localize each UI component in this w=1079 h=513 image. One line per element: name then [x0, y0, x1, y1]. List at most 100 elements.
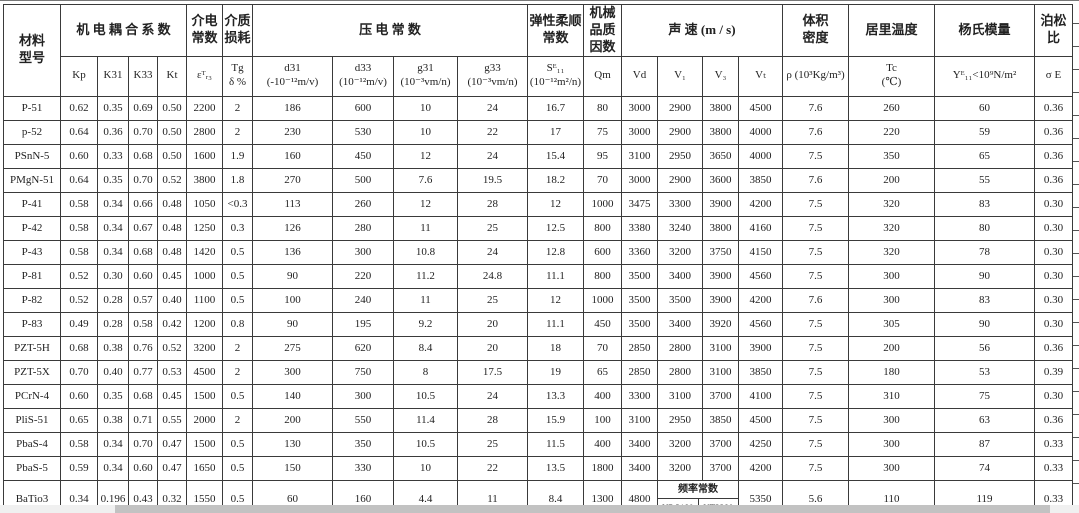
material-properties-table: 材料 型号机 电 耦 合 系 数介电 常数 介质 损耗压 电 常 数弹性柔顺 常数…: [3, 4, 1073, 513]
value-cell: 3900: [702, 287, 739, 313]
value-cell: 7.5: [782, 311, 849, 337]
value-cell: 0.36: [1034, 143, 1073, 169]
material-name-cell: PMgN-51: [3, 167, 61, 193]
value-cell: 11.2: [393, 263, 458, 289]
value-cell: 0.34: [97, 191, 129, 217]
horizontal-scrollbar[interactable]: [0, 505, 1079, 513]
value-cell: 55: [934, 167, 1035, 193]
value-cell: 3800: [702, 215, 739, 241]
table-row: p-52 0.64 0.36 0.70 0.50 2800 2 230 530 10 22 17 75 3…: [3, 119, 1073, 145]
value-cell: 10.5: [393, 383, 458, 409]
value-cell: 0.70: [128, 167, 158, 193]
value-cell: 12.8: [527, 239, 584, 265]
column-header: σ E: [1034, 55, 1073, 97]
value-cell: 3400: [621, 431, 658, 457]
table-header: 材料 型号机 电 耦 合 系 数介电 常数 介质 损耗压 电 常 数弹性柔顺 常数…: [3, 4, 1073, 97]
value-cell: 78: [934, 239, 1035, 265]
value-cell: 320: [848, 191, 935, 217]
value-cell: 24.8: [457, 263, 528, 289]
column-group-header: 体积 密度: [782, 4, 849, 57]
value-cell: 0.70: [60, 359, 98, 385]
value-cell: 7.5: [782, 455, 849, 481]
value-cell: 11.5: [527, 431, 584, 457]
value-cell: 1420: [186, 239, 223, 265]
value-cell: 0.60: [128, 455, 158, 481]
value-cell: 450: [583, 311, 622, 337]
value-cell: 450: [332, 143, 394, 169]
value-cell: 3500: [621, 263, 658, 289]
value-cell: 600: [332, 95, 394, 121]
value-cell: 3100: [621, 407, 658, 433]
value-cell: 70: [583, 335, 622, 361]
value-cell: 90: [252, 311, 333, 337]
value-cell: 2: [222, 95, 253, 121]
table-row: P-43 0.58 0.34 0.68 0.48 1420 0.5 136 300 10.8 24 1…: [3, 239, 1073, 265]
material-name-cell: PliS-51: [3, 407, 61, 433]
value-cell: 220: [332, 263, 394, 289]
value-cell: 3900: [738, 335, 783, 361]
column-group-header: 弹性柔顺 常数: [527, 4, 584, 57]
column-group-header: 介质 损耗: [222, 4, 253, 57]
value-cell: 0.57: [128, 287, 158, 313]
value-cell: 0.70: [128, 431, 158, 457]
value-cell: 83: [934, 191, 1035, 217]
value-cell: 0.5: [222, 431, 253, 457]
value-cell: 2200: [186, 95, 223, 121]
value-cell: 0.40: [157, 287, 187, 313]
value-cell: 3000: [621, 167, 658, 193]
value-cell: 0.35: [97, 95, 129, 121]
value-cell: 3700: [702, 383, 739, 409]
value-cell: 70: [583, 167, 622, 193]
value-cell: 7.6: [782, 287, 849, 313]
value-cell: 0.47: [157, 455, 187, 481]
value-cell: 0.59: [60, 455, 98, 481]
value-cell: 180: [848, 359, 935, 385]
value-cell: 1.8: [222, 167, 253, 193]
value-cell: 0.38: [97, 335, 129, 361]
value-cell: 0.33: [1034, 455, 1073, 481]
value-cell: 2800: [657, 335, 703, 361]
value-cell: 1000: [583, 287, 622, 313]
value-cell: 0.5: [222, 455, 253, 481]
value-cell: 1.9: [222, 143, 253, 169]
value-cell: 0.34: [97, 455, 129, 481]
value-cell: 2900: [657, 167, 703, 193]
value-cell: 126: [252, 215, 333, 241]
value-cell: 10.8: [393, 239, 458, 265]
scrollbar-thumb[interactable]: [115, 505, 1050, 513]
value-cell: 9.2: [393, 311, 458, 337]
value-cell: 3700: [702, 431, 739, 457]
value-cell: 0.42: [157, 311, 187, 337]
value-cell: 0.64: [60, 119, 98, 145]
value-cell: 11: [393, 287, 458, 313]
column-header: Kt: [157, 55, 187, 97]
value-cell: 750: [332, 359, 394, 385]
value-cell: 500: [332, 167, 394, 193]
value-cell: 12: [527, 287, 584, 313]
value-cell: 12: [527, 191, 584, 217]
value-cell: 7.6: [782, 95, 849, 121]
value-cell: 0.77: [128, 359, 158, 385]
value-cell: 12.5: [527, 215, 584, 241]
value-cell: 3100: [621, 143, 658, 169]
value-cell: 3100: [702, 335, 739, 361]
value-cell: 0.64: [60, 167, 98, 193]
table-row: P-41 0.58 0.34 0.66 0.48 1050 <0.3 113 260 12 28 12…: [3, 191, 1073, 217]
value-cell: 260: [848, 95, 935, 121]
table-row: PSnN-5 0.60 0.33 0.68 0.50 1600 1.9 160 450 12 24 1…: [3, 143, 1073, 169]
value-cell: 0.5: [222, 263, 253, 289]
table-row: P-82 0.52 0.28 0.57 0.40 1100 0.5 100 240 11 25 12 1…: [3, 287, 1073, 313]
column-header: εᵀᵣ₃: [186, 55, 223, 97]
material-name-cell: PbaS-4: [3, 431, 61, 457]
value-cell: 140: [252, 383, 333, 409]
column-header: K31: [97, 55, 129, 97]
value-cell: 0.49: [60, 311, 98, 337]
column-header: Sᴱ₁₁ (10⁻¹²m²/n): [527, 55, 584, 97]
value-cell: 620: [332, 335, 394, 361]
value-cell: 1800: [583, 455, 622, 481]
value-cell: 300: [848, 431, 935, 457]
value-cell: 0.58: [128, 311, 158, 337]
value-cell: 65: [583, 359, 622, 385]
value-cell: 17.5: [457, 359, 528, 385]
value-cell: 2: [222, 359, 253, 385]
